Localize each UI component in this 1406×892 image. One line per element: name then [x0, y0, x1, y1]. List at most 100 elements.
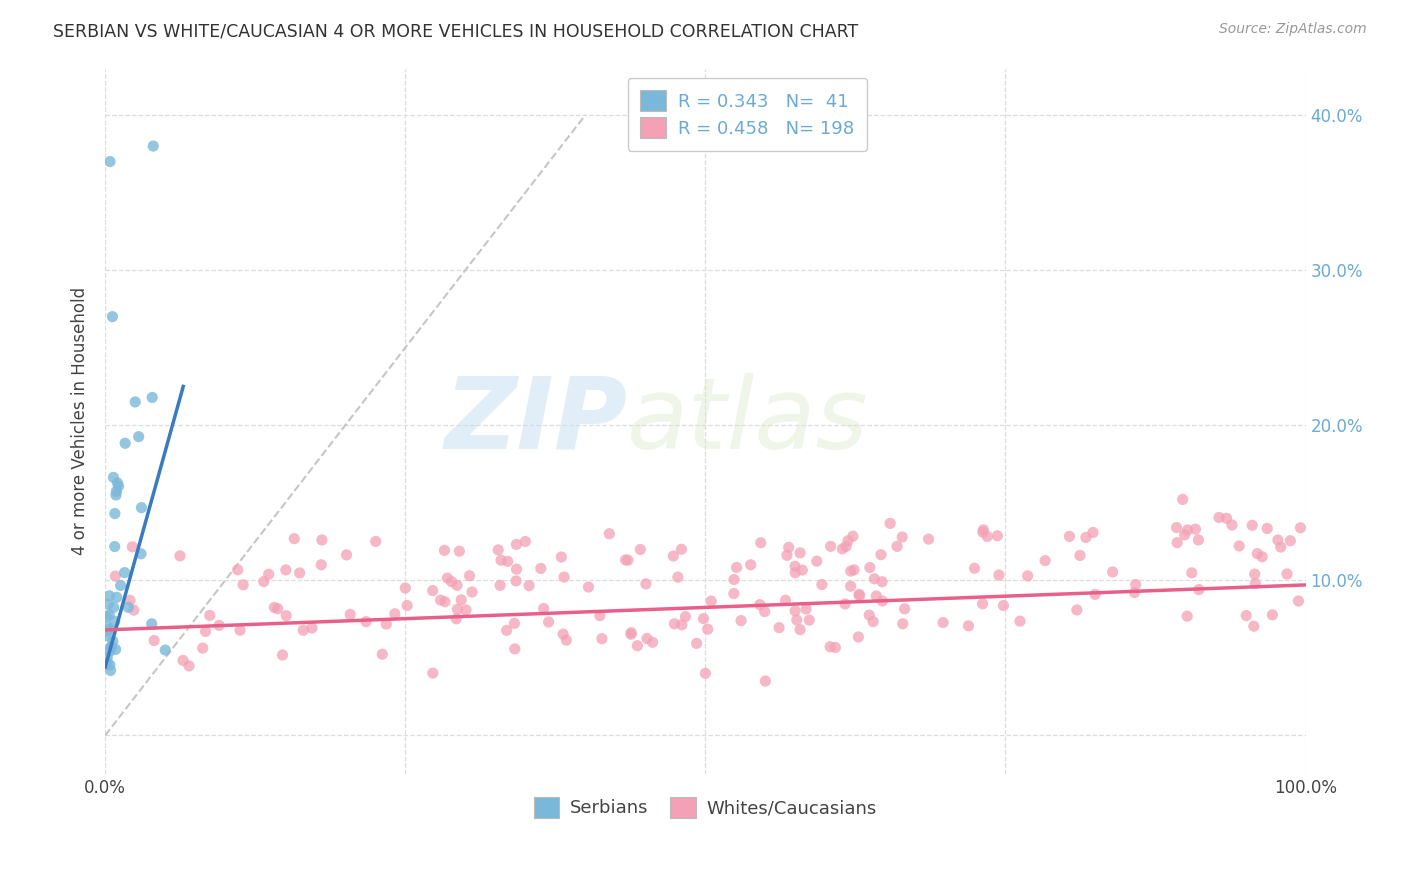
Point [461, 585, 484, 599]
Point [1069, 549, 1091, 563]
Point [100, 640, 122, 655]
Point [1033, 554, 1056, 568]
Point [505, 574, 527, 588]
Point [101, 310, 124, 324]
Point [1184, 522, 1206, 536]
Point [886, 540, 908, 554]
Point [848, 587, 870, 601]
Point [891, 530, 914, 544]
Point [972, 597, 994, 611]
Point [786, 613, 808, 627]
Point [433, 595, 456, 609]
Point [229, 624, 252, 638]
Point [664, 616, 686, 631]
Point [97, 598, 120, 612]
Point [1125, 577, 1147, 591]
Point [858, 608, 880, 623]
Point [98, 154, 121, 169]
Text: ZIP: ZIP [444, 373, 627, 470]
Point [1017, 569, 1039, 583]
Point [891, 616, 914, 631]
Point [169, 549, 191, 563]
Point [288, 566, 311, 580]
Point [591, 632, 613, 646]
Point [789, 546, 811, 560]
Point [932, 615, 955, 630]
Point [972, 525, 994, 540]
Point [1059, 529, 1081, 543]
Point [870, 548, 893, 562]
Point [429, 593, 451, 607]
Point [748, 598, 770, 612]
Point [489, 553, 512, 567]
Point [339, 607, 361, 622]
Point [1244, 576, 1267, 591]
Point [662, 549, 685, 563]
Point [503, 641, 526, 656]
Point [768, 621, 790, 635]
Point [834, 597, 856, 611]
Point [620, 625, 643, 640]
Point [636, 632, 658, 646]
Point [198, 608, 221, 623]
Point [775, 593, 797, 607]
Point [267, 601, 290, 615]
Point [1256, 521, 1278, 535]
Point [749, 535, 772, 549]
Point [104, 615, 127, 629]
Point [862, 615, 884, 629]
Point [617, 553, 640, 567]
Point [257, 567, 280, 582]
Text: SERBIAN VS WHITE/CAUCASIAN 4 OR MORE VEHICLES IN HOUSEHOLD CORRELATION CHART: SERBIAN VS WHITE/CAUCASIAN 4 OR MORE VEH… [53, 22, 859, 40]
Point [104, 540, 127, 554]
Point [104, 507, 127, 521]
Point [292, 624, 315, 638]
Point [553, 570, 575, 584]
Point [232, 578, 254, 592]
Point [450, 593, 472, 607]
Point [685, 636, 707, 650]
Point [831, 541, 853, 556]
Point [842, 529, 865, 543]
Point [837, 533, 859, 548]
Text: atlas: atlas [627, 373, 869, 470]
Point [454, 603, 477, 617]
Point [155, 643, 177, 657]
Point [143, 633, 166, 648]
Point [859, 560, 882, 574]
Point [835, 540, 858, 554]
Point [96, 656, 118, 670]
Point [440, 574, 463, 589]
Point [107, 475, 129, 490]
Point [671, 542, 693, 557]
Point [226, 563, 249, 577]
Point [987, 568, 1010, 582]
Point [1081, 525, 1104, 540]
Point [208, 618, 231, 632]
Point [495, 624, 517, 638]
Point [1166, 520, 1188, 534]
Point [309, 558, 332, 572]
Point [1279, 533, 1302, 548]
Point [993, 599, 1015, 613]
Point [1177, 523, 1199, 537]
Point [96, 629, 118, 643]
Point [449, 544, 471, 558]
Point [271, 648, 294, 662]
Point [301, 621, 323, 635]
Point [433, 543, 456, 558]
Point [986, 529, 1008, 543]
Point [785, 604, 807, 618]
Point [105, 484, 128, 499]
Point [103, 470, 125, 484]
Point [1243, 619, 1265, 633]
Point [172, 653, 194, 667]
Point [194, 624, 217, 639]
Point [848, 630, 870, 644]
Point [626, 639, 648, 653]
Point [100, 622, 122, 636]
Point [96, 609, 118, 624]
Point [799, 613, 821, 627]
Point [1101, 565, 1123, 579]
Point [276, 608, 298, 623]
